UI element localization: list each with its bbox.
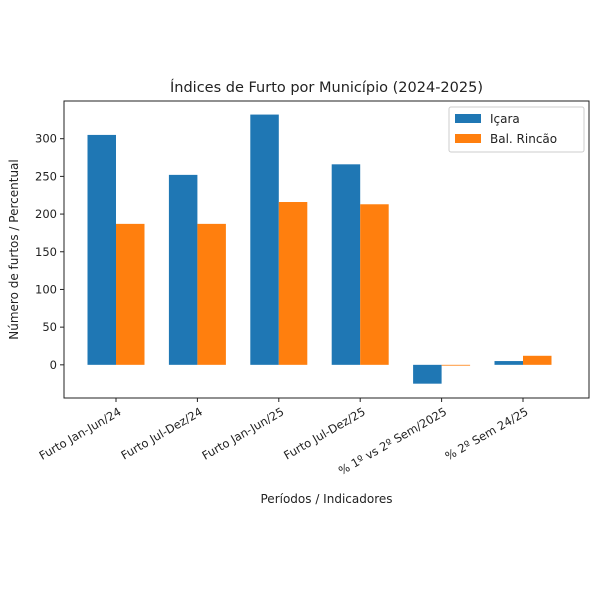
chart-title: Índices de Furto por Município (2024-202… bbox=[170, 79, 483, 96]
x-axis-label: Períodos / Indicadores bbox=[261, 492, 393, 506]
legend-swatch bbox=[455, 114, 481, 123]
legend-label: Bal. Rincão bbox=[490, 132, 557, 146]
y-tick-label: 50 bbox=[42, 320, 57, 334]
bar-bal-rincao bbox=[197, 223, 226, 365]
x-tick-label: Furto Jan-Jun/25 bbox=[199, 404, 286, 462]
bar-icara bbox=[331, 164, 361, 365]
y-tick-label: 0 bbox=[50, 358, 57, 372]
bar-icara bbox=[413, 364, 442, 384]
x-tick-label: Furto Jul-Dez/25 bbox=[281, 404, 367, 462]
bar-bal-rincao bbox=[360, 204, 389, 365]
bar-icara bbox=[87, 134, 116, 365]
bar-icara bbox=[250, 114, 279, 365]
y-tick-label: 250 bbox=[35, 169, 57, 183]
y-axis-label: Número de furtos / Percentual bbox=[7, 159, 21, 339]
legend-swatch bbox=[455, 134, 481, 143]
plot-frame bbox=[63, 100, 590, 399]
y-tick-label: 150 bbox=[35, 245, 57, 259]
bar-icara bbox=[168, 174, 198, 365]
y-tick-label: 200 bbox=[35, 207, 57, 221]
x-tick-label: Furto Jul-Dez/24 bbox=[118, 404, 204, 462]
x-tick-label: Furto Jan-Jun/24 bbox=[37, 404, 124, 462]
x-tick-label: % 2º Sem 24/25 bbox=[443, 404, 531, 463]
legend-label: Içara bbox=[490, 112, 520, 126]
bar-bal-rincao bbox=[523, 355, 552, 365]
bar-bal-rincao bbox=[278, 202, 308, 365]
y-tick-label: 100 bbox=[35, 282, 57, 296]
bar-bal-rincao bbox=[116, 223, 145, 365]
legend bbox=[448, 106, 585, 153]
bar-icara bbox=[494, 361, 523, 365]
y-tick-label: 300 bbox=[35, 132, 57, 146]
bar-bal-rincao bbox=[441, 364, 471, 366]
